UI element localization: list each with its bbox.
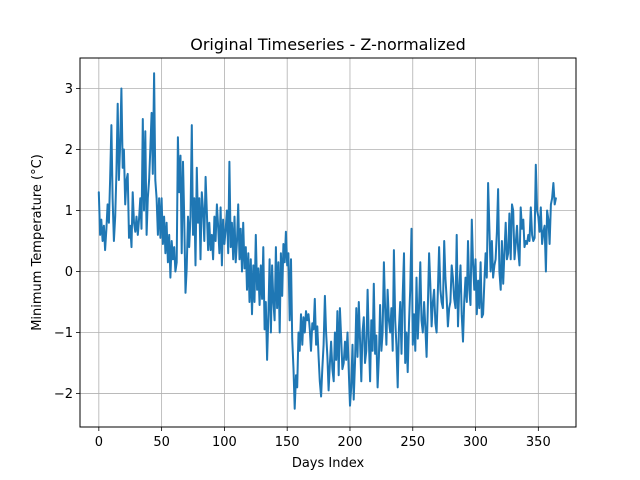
plot-frame (79, 57, 577, 428)
x-tick-label: 250 (400, 435, 425, 450)
y-tick-label: 3 (65, 82, 73, 97)
x-tick-label: 100 (212, 435, 237, 450)
x-tick-label: 50 (153, 435, 170, 450)
y-tick-label: −2 (54, 387, 73, 402)
grid (80, 58, 576, 427)
y-axis-ticks: −2 −1 0 1 2 3 (54, 82, 80, 402)
y-tick-label: −1 (54, 326, 73, 341)
x-tick-label: 300 (463, 435, 488, 450)
x-tick-label: 150 (275, 435, 300, 450)
series-line (97, 72, 557, 410)
y-axis-label: Minimum Temperature (°C) (30, 154, 45, 331)
y-tick-label: 0 (65, 265, 73, 280)
y-tick-label: 1 (65, 204, 73, 219)
x-tick-label: 0 (95, 435, 103, 450)
x-tick-label: 350 (526, 435, 551, 450)
x-tick-label: 200 (338, 435, 363, 450)
series-layer (97, 72, 557, 410)
y-tick-label: 2 (65, 143, 73, 158)
chart-title: Original Timeseries - Z-normalized (190, 35, 466, 54)
x-axis-label: Days Index (292, 456, 365, 471)
x-axis-ticks: 0 50 100 150 200 250 300 350 (95, 427, 551, 450)
